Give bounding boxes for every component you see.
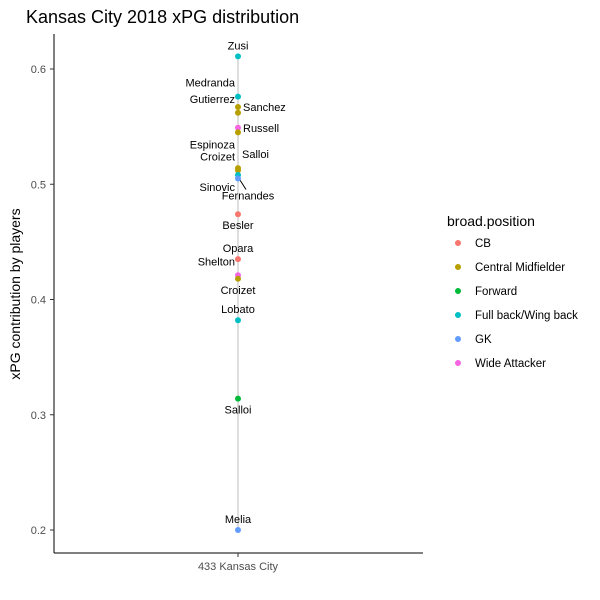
data-point bbox=[235, 124, 241, 131]
data-point bbox=[235, 256, 241, 263]
point-label: Besler bbox=[222, 220, 254, 232]
point-label: Sinovic bbox=[200, 182, 236, 194]
legend-label: Forward bbox=[475, 286, 517, 298]
point-label: Shelton bbox=[198, 256, 235, 268]
point-label: Lobato bbox=[221, 304, 255, 316]
point-label: Croizet bbox=[200, 151, 235, 163]
legend-label: GK bbox=[475, 334, 492, 346]
point-label: Salloi bbox=[242, 149, 269, 161]
y-axis-title: xPG contribution by players bbox=[7, 208, 23, 379]
y-tick-label: 0.3 bbox=[31, 410, 46, 422]
legend-label: CB bbox=[475, 238, 491, 250]
y-tick-label: 0.6 bbox=[31, 64, 46, 76]
y-tick-label: 0.2 bbox=[31, 525, 46, 537]
point-label: Espinoza bbox=[190, 139, 236, 151]
point-label: Zusi bbox=[228, 40, 249, 52]
data-point bbox=[235, 104, 241, 111]
point-label: Russell bbox=[243, 123, 279, 135]
legend-label: Central Midfielder bbox=[475, 262, 565, 274]
data-point bbox=[235, 211, 241, 218]
data-point bbox=[235, 109, 241, 116]
point-label: Melia bbox=[225, 514, 252, 526]
legend-key bbox=[455, 312, 461, 318]
y-tick-label: 0.4 bbox=[31, 295, 46, 307]
x-tick-label: 433 Kansas City bbox=[198, 561, 279, 573]
point-label: Gutierrez bbox=[190, 94, 235, 106]
point-label: Medranda bbox=[185, 78, 235, 90]
data-point bbox=[235, 167, 241, 174]
y-tick-label: 0.5 bbox=[31, 179, 46, 191]
legend-key bbox=[455, 288, 461, 294]
legend: broad.position CB Central Midfielder Forwa… bbox=[447, 213, 578, 370]
data-point bbox=[235, 53, 241, 60]
legend-label: Wide Attacker bbox=[475, 358, 546, 370]
point-label: Opara bbox=[223, 243, 254, 255]
data-point bbox=[235, 93, 241, 100]
point-label: Sanchez bbox=[243, 102, 286, 114]
data-point bbox=[235, 275, 241, 282]
data-point bbox=[235, 395, 241, 402]
legend-label: Full back/Wing back bbox=[475, 310, 578, 322]
legend-key bbox=[455, 240, 461, 246]
y-axis-ticks: 0.2 0.3 0.4 0.5 0.6 bbox=[31, 64, 54, 537]
chart-title: Kansas City 2018 xPG distribution bbox=[26, 7, 299, 27]
data-point bbox=[235, 317, 241, 324]
data-point bbox=[235, 129, 241, 136]
legend-key bbox=[455, 336, 461, 342]
plot-area: Zusi Medranda Sanchez Gutierrez Russell Espin… bbox=[185, 40, 286, 533]
point-label: Fernandes bbox=[222, 190, 275, 202]
data-point bbox=[235, 527, 241, 533]
legend-key bbox=[455, 360, 461, 366]
point-label: Salloi bbox=[225, 405, 252, 417]
point-label: Croizet bbox=[221, 285, 256, 297]
legend-key bbox=[455, 264, 461, 270]
legend-title: broad.position bbox=[447, 213, 535, 229]
data-point bbox=[235, 175, 241, 182]
